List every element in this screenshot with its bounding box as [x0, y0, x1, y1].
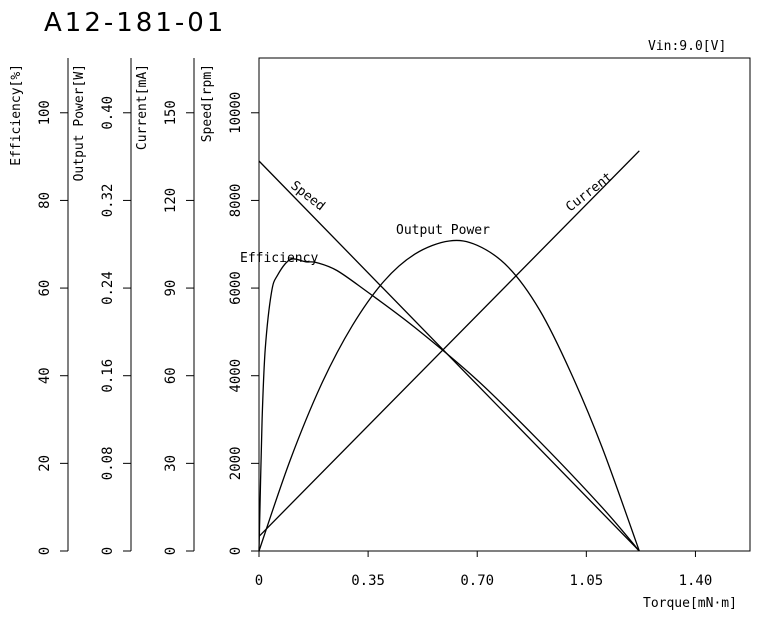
power-tick-label: 0.40 — [100, 96, 116, 130]
output-power-curve-label: Output Power — [396, 223, 490, 238]
vin-annotation: Vin:9.0[V] — [648, 39, 726, 54]
efficiency-axis: 0 20 40 60 80 100 Efficiency[%] — [9, 58, 69, 555]
power-tick-label: 0.24 — [100, 271, 116, 305]
efficiency-tick-label: 20 — [37, 455, 53, 472]
speed-tick-label: 0 — [228, 547, 244, 555]
power-axis-label: Output Power[W] — [72, 64, 87, 181]
chart-title: A12-181-01 — [44, 8, 226, 38]
x-tick-label: 0 — [255, 573, 263, 589]
x-axis-label: Torque[mN·m] — [643, 596, 737, 611]
y-axes: 0 20 40 60 80 100 Efficiency[%] 0 0.08 0.16 0.24 0.… — [9, 58, 259, 555]
x-tick-label: 0.35 — [351, 573, 385, 589]
speed-axis-label: Speed[rpm] — [200, 64, 215, 142]
efficiency-axis-label: Efficiency[%] — [9, 64, 24, 166]
current-tick-label: 150 — [163, 100, 179, 125]
current-axis: 0 30 60 90 120 150 Current[mA] — [135, 58, 195, 555]
speed-tick-label: 4000 — [228, 359, 244, 393]
current-tick-label: 60 — [163, 367, 179, 384]
efficiency-tick-label: 40 — [37, 367, 53, 384]
power-tick-label: 0.08 — [100, 446, 116, 480]
current-tick-label: 120 — [163, 188, 179, 213]
plot-frame — [258, 57, 751, 552]
speed-tick-label: 10000 — [228, 92, 244, 134]
efficiency-tick-label: 0 — [37, 547, 53, 555]
x-tick-label: 1.40 — [679, 573, 713, 589]
x-axis: 0 0.35 0.70 1.05 1.40 — [255, 551, 713, 589]
output-power-curve — [258, 239, 640, 552]
current-curve-label: Current — [563, 170, 615, 216]
speed-tick-label: 2000 — [228, 446, 244, 480]
x-tick-label: 0.70 — [460, 573, 494, 589]
efficiency-curve — [258, 258, 640, 552]
current-axis-label: Current[mA] — [135, 64, 150, 150]
power-tick-label: 0.16 — [100, 359, 116, 393]
speed-axis: 0 2000 4000 6000 8000 10000 Speed[rpm] — [200, 64, 259, 555]
current-curve — [258, 150, 640, 537]
x-tick-label: 1.05 — [569, 573, 603, 589]
power-tick-label: 0 — [100, 547, 116, 555]
power-tick-label: 0.32 — [100, 184, 116, 218]
efficiency-curve-label: Efficiency — [240, 251, 318, 266]
efficiency-tick-label: 80 — [37, 192, 53, 209]
speed-tick-label: 8000 — [228, 184, 244, 218]
speed-tick-label: 6000 — [228, 271, 244, 305]
curves — [258, 150, 640, 552]
current-tick-label: 30 — [163, 455, 179, 472]
efficiency-tick-label: 100 — [37, 100, 53, 125]
current-tick-label: 90 — [163, 280, 179, 297]
current-tick-label: 0 — [163, 547, 179, 555]
power-axis: 0 0.08 0.16 0.24 0.32 0.40 Output Power[W] — [72, 58, 132, 555]
efficiency-tick-label: 60 — [37, 280, 53, 297]
